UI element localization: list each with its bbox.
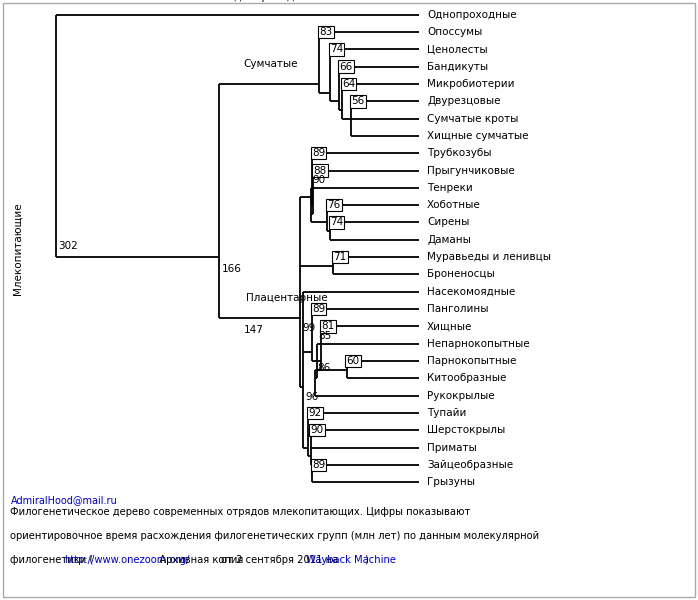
Text: 90: 90 [311,425,324,435]
Text: 86: 86 [318,364,331,373]
Text: Плацентарные: Плацентарные [246,293,327,303]
Text: Шерстокрылы: Шерстокрылы [427,425,505,435]
Text: Хищные: Хищные [427,322,473,331]
Text: 89: 89 [312,304,325,314]
Text: Панголины: Панголины [427,304,489,314]
Text: Приматы: Приматы [427,443,477,452]
Text: Двурезцовые: Двурезцовые [427,96,500,106]
Text: Тенреки: Тенреки [427,183,473,193]
Text: Сирены: Сирены [427,217,470,227]
Text: Прыгунчиковые: Прыгунчиковые [427,166,515,176]
Text: Ценолесты: Ценолесты [427,44,488,55]
Text: Зайцеобразные: Зайцеобразные [427,460,513,470]
Text: 64: 64 [342,79,355,89]
Text: от 2 сентября 2011 на: от 2 сентября 2011 на [218,555,341,565]
Text: Бандикуты: Бандикуты [427,62,489,71]
Text: 74: 74 [330,217,343,227]
Text: ориентировочное время расхождения филогенетических групп (млн лет) по данным мол: ориентировочное время расхождения филоге… [10,531,540,541]
Text: Даманы: Даманы [427,235,471,245]
Text: http://www.onezoom.org/: http://www.onezoom.org/ [64,555,190,565]
Text: Парнокопытные: Парнокопытные [427,356,517,366]
Text: Тупайи: Тупайи [427,408,466,418]
Text: 90: 90 [313,175,326,185]
Text: 147: 147 [244,325,264,335]
Text: Wayback Machine: Wayback Machine [306,555,396,565]
Text: 89: 89 [312,460,325,470]
Text: Хоботные: Хоботные [427,200,481,210]
Text: Рукокрылые: Рукокрылые [427,391,495,401]
Text: 60: 60 [347,356,359,366]
Text: 66: 66 [339,62,352,71]
Text: Насекомоядные: Насекомоядные [427,287,515,297]
Text: Сумчатые кроты: Сумчатые кроты [427,113,519,124]
Text: 92: 92 [309,408,322,418]
Text: 96: 96 [306,392,319,402]
Text: филогенетики (: филогенетики ( [10,555,94,565]
Text: 89: 89 [312,148,325,158]
Text: Трубкозубы: Трубкозубы [427,148,491,158]
Text: Грызуны: Грызуны [427,477,475,487]
Text: 71: 71 [334,252,347,262]
Text: ): ) [364,555,368,565]
Text: Броненосцы: Броненосцы [427,269,495,280]
Text: Млекопитающие: Млекопитающие [13,202,22,295]
Text: Филогенетическое дерево современных отрядов млекопитающих. Цифры показывают: Филогенетическое дерево современных отря… [10,507,471,517]
Text: Китообразные: Китообразные [427,373,507,383]
Text: Опоссумы: Опоссумы [427,27,482,37]
Text: 74: 74 [330,44,343,55]
Text: 83: 83 [319,27,332,37]
Text: Хищные сумчатые: Хищные сумчатые [427,131,528,141]
Text: 166: 166 [221,265,242,274]
Text: 76: 76 [327,200,341,210]
Text: Однопроходные: Однопроходные [226,0,316,2]
Text: 88: 88 [313,166,326,176]
Text: Сумчатые: Сумчатые [244,59,298,70]
Text: 85: 85 [319,331,332,341]
Text: Муравьеды и ленивцы: Муравьеды и ленивцы [427,252,551,262]
Text: 81: 81 [322,322,335,331]
Text: 302: 302 [58,241,77,251]
Text: Однопроходные: Однопроходные [427,10,517,20]
Text: 56: 56 [352,97,365,106]
Text: Микробиотерии: Микробиотерии [427,79,514,89]
Text: Архивная копия: Архивная копия [152,555,246,565]
Text: Непарнокопытные: Непарнокопытные [427,338,530,349]
Text: 99: 99 [302,323,315,332]
Text: AdmiralHood@mail.ru: AdmiralHood@mail.ru [10,495,117,505]
